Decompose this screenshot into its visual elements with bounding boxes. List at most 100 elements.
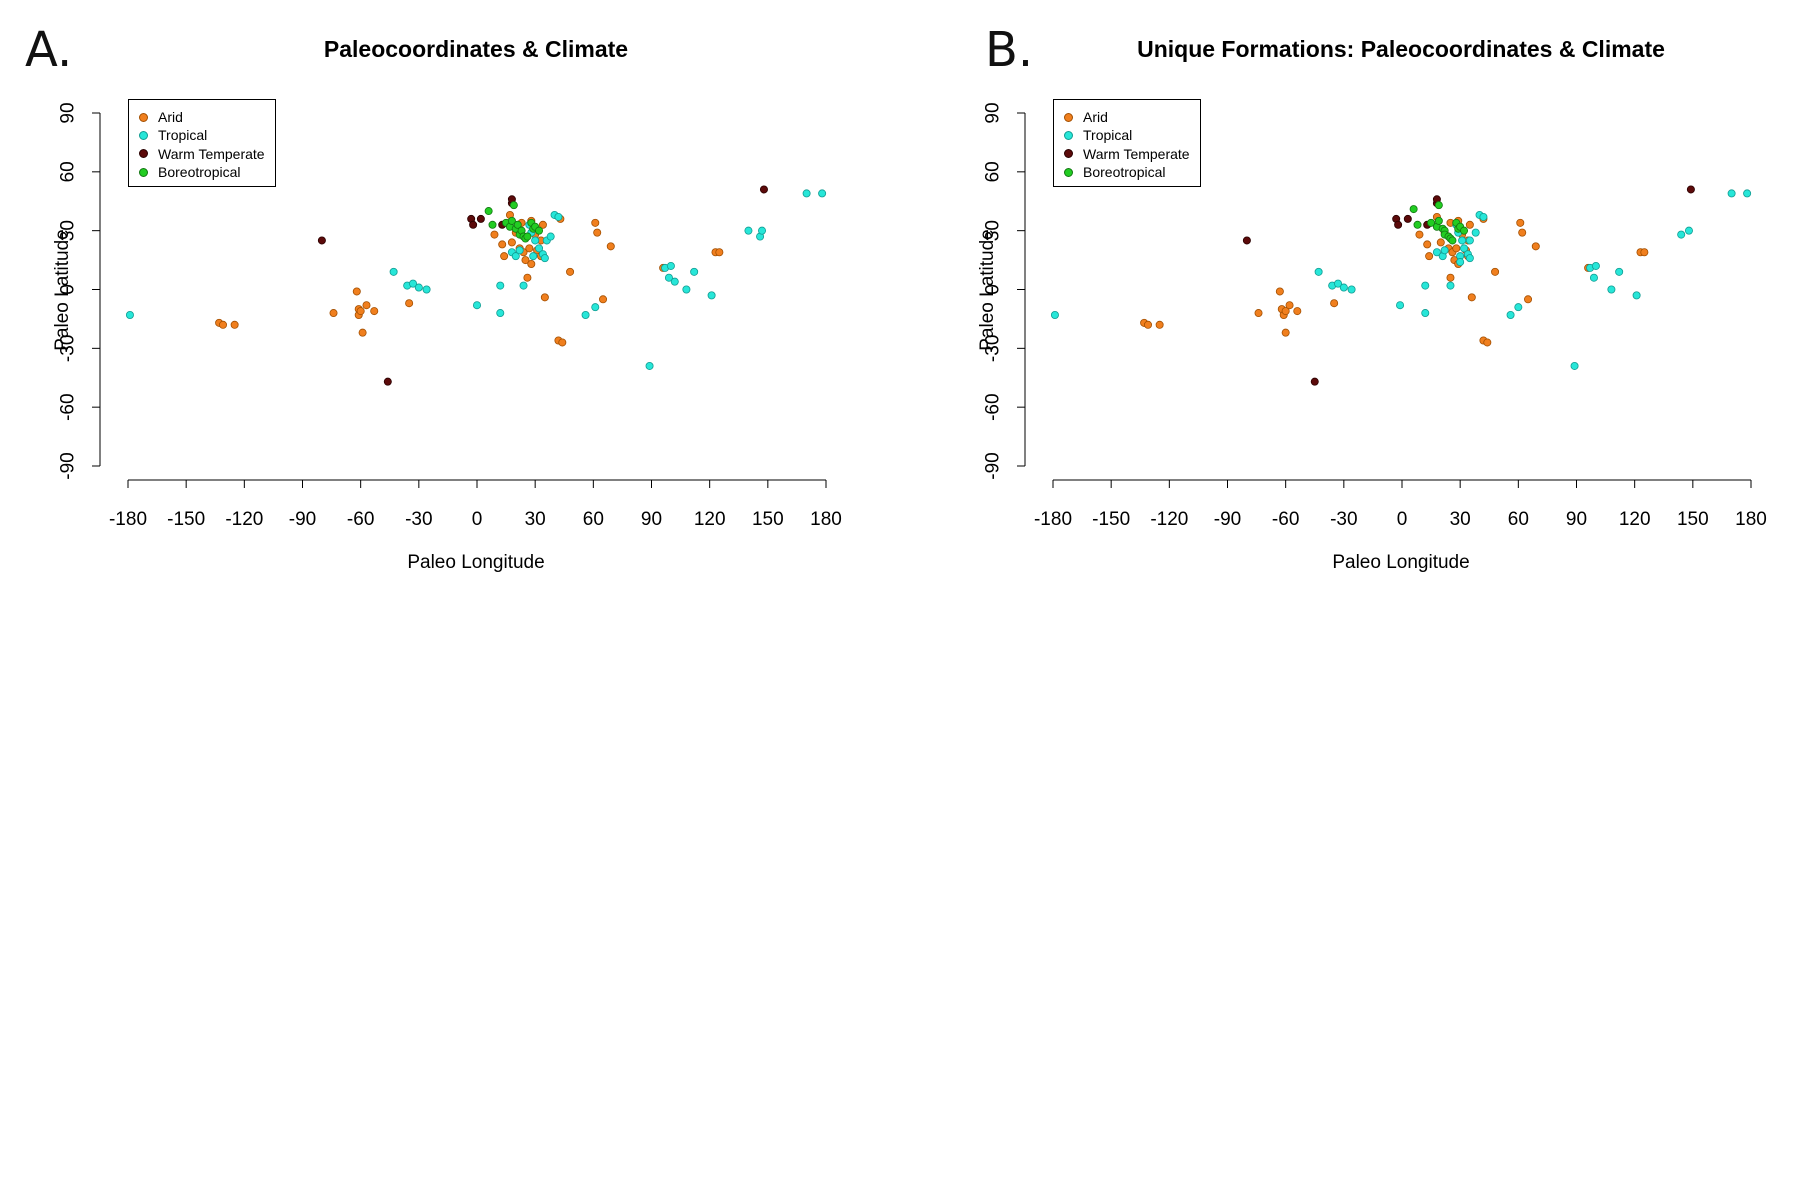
- data-point: [1460, 226, 1469, 235]
- data-point: [1254, 309, 1263, 318]
- data-point: [1425, 252, 1434, 261]
- data-point: [370, 307, 379, 316]
- data-point: [515, 246, 524, 255]
- data-point: [1570, 361, 1579, 370]
- legend-label: Arid: [1083, 109, 1108, 125]
- data-point: [1743, 189, 1752, 198]
- chart-title: Unique Formations: Paleocoordinates & Cl…: [1137, 36, 1665, 62]
- data-point: [546, 232, 555, 241]
- x-tick-label: -120: [225, 509, 263, 530]
- data-point: [818, 189, 827, 198]
- data-point: [558, 338, 567, 347]
- data-point: [1275, 287, 1284, 296]
- x-tick-label: 60: [1508, 509, 1529, 530]
- y-axis-label: Paleo Latitude: [51, 229, 73, 351]
- legend-marker: [139, 131, 148, 141]
- data-point: [538, 220, 547, 229]
- data-point: [1458, 236, 1467, 245]
- data-point: [1456, 258, 1465, 267]
- data-point: [525, 244, 534, 253]
- y-tick-label: -90: [58, 452, 79, 479]
- legend-item-warm-temperate: Warm Temperate: [1064, 145, 1200, 163]
- data-point: [535, 244, 544, 253]
- x-axis-label: Paleo Longitude: [407, 552, 545, 573]
- legend-item-warm-temperate: Warm Temperate: [139, 145, 275, 163]
- data-point: [802, 189, 811, 198]
- x-tick-label: 120: [694, 509, 726, 530]
- data-point: [1591, 261, 1600, 270]
- data-point: [1589, 273, 1598, 282]
- data-point: [1483, 338, 1492, 347]
- panel-letter: B.: [985, 22, 1034, 78]
- y-tick-label: -60: [58, 393, 79, 420]
- data-point: [1242, 236, 1251, 245]
- data-point: [535, 226, 544, 235]
- data-point: [707, 291, 716, 300]
- data-point: [356, 307, 365, 316]
- data-point: [1465, 236, 1474, 245]
- data-point: [507, 216, 516, 225]
- data-point: [1396, 301, 1405, 310]
- data-point: [744, 226, 753, 235]
- data-point: [1471, 228, 1480, 237]
- data-point: [414, 283, 423, 292]
- data-point: [1446, 281, 1455, 290]
- data-point: [521, 256, 530, 265]
- data-point: [1684, 226, 1693, 235]
- data-point: [531, 236, 540, 245]
- legend: Arid Tropical Warm Temperate Boreotropic…: [128, 99, 276, 187]
- data-point: [523, 232, 532, 241]
- data-point: [1632, 291, 1641, 300]
- data-point: [715, 248, 724, 257]
- y-tick-label: -30: [58, 335, 79, 362]
- data-point: [469, 220, 478, 229]
- legend: Arid Tropical Warm Temperate Boreotropic…: [1053, 99, 1201, 187]
- panel-b: B. Unique Formations: Paleocoordinates &…: [925, 0, 1800, 600]
- x-tick-label: 0: [1397, 509, 1408, 530]
- x-tick-label: -30: [405, 509, 432, 530]
- data-point: [230, 320, 239, 329]
- data-point: [1516, 218, 1525, 227]
- legend-item-boreotropical: Boreotropical: [1064, 163, 1200, 181]
- data-point: [1434, 216, 1443, 225]
- data-point: [581, 310, 590, 319]
- data-point: [1310, 377, 1319, 386]
- legend-item-arid: Arid: [1064, 108, 1200, 126]
- legend-marker: [1064, 149, 1073, 159]
- y-tick-label: 60: [58, 161, 79, 182]
- legend-label: Tropical: [158, 127, 208, 144]
- panel-a: A. Paleocoordinates & Climate -180 -150 -1…: [0, 0, 900, 600]
- data-point: [1465, 254, 1474, 263]
- legend-item-arid: Arid: [139, 108, 275, 126]
- scatter-plot: -180 -150 -120 -90 -60 -30 0 30 60 90 120 150 180 -90…: [983, 102, 1767, 530]
- data-point: [509, 201, 518, 210]
- data-point: [666, 261, 675, 270]
- data-point: [540, 254, 549, 263]
- data-point: [529, 252, 538, 261]
- y-tick-label: 30: [983, 220, 1004, 241]
- data-point: [1686, 185, 1695, 194]
- legend-label: Warm Temperate: [1083, 145, 1190, 162]
- data-point: [513, 220, 522, 229]
- y-tick-label: 90: [983, 102, 1004, 123]
- x-axis-label: Paleo Longitude: [1332, 552, 1470, 573]
- y-tick-label: -90: [983, 452, 1004, 479]
- data-point: [1413, 220, 1422, 229]
- legend-marker: [1064, 167, 1073, 177]
- data-point: [1050, 310, 1059, 319]
- data-point: [1465, 220, 1474, 229]
- data-point: [1334, 279, 1343, 288]
- x-tick-label: 0: [472, 509, 483, 530]
- x-tick-label: 150: [752, 509, 784, 530]
- data-point: [645, 361, 654, 370]
- y-axis-label: Paleo Latitude: [976, 229, 998, 351]
- data-point: [1421, 281, 1430, 290]
- x-tick-label: -90: [289, 509, 316, 530]
- x-tick-label: -180: [109, 509, 147, 530]
- panel-letter: A.: [25, 22, 73, 78]
- legend-label: Tropical: [1083, 127, 1133, 144]
- x-tick-label: 150: [1677, 509, 1709, 530]
- y-tick-label: -30: [983, 335, 1004, 362]
- data-point: [1394, 220, 1403, 229]
- x-tick-label: 90: [1566, 509, 1587, 530]
